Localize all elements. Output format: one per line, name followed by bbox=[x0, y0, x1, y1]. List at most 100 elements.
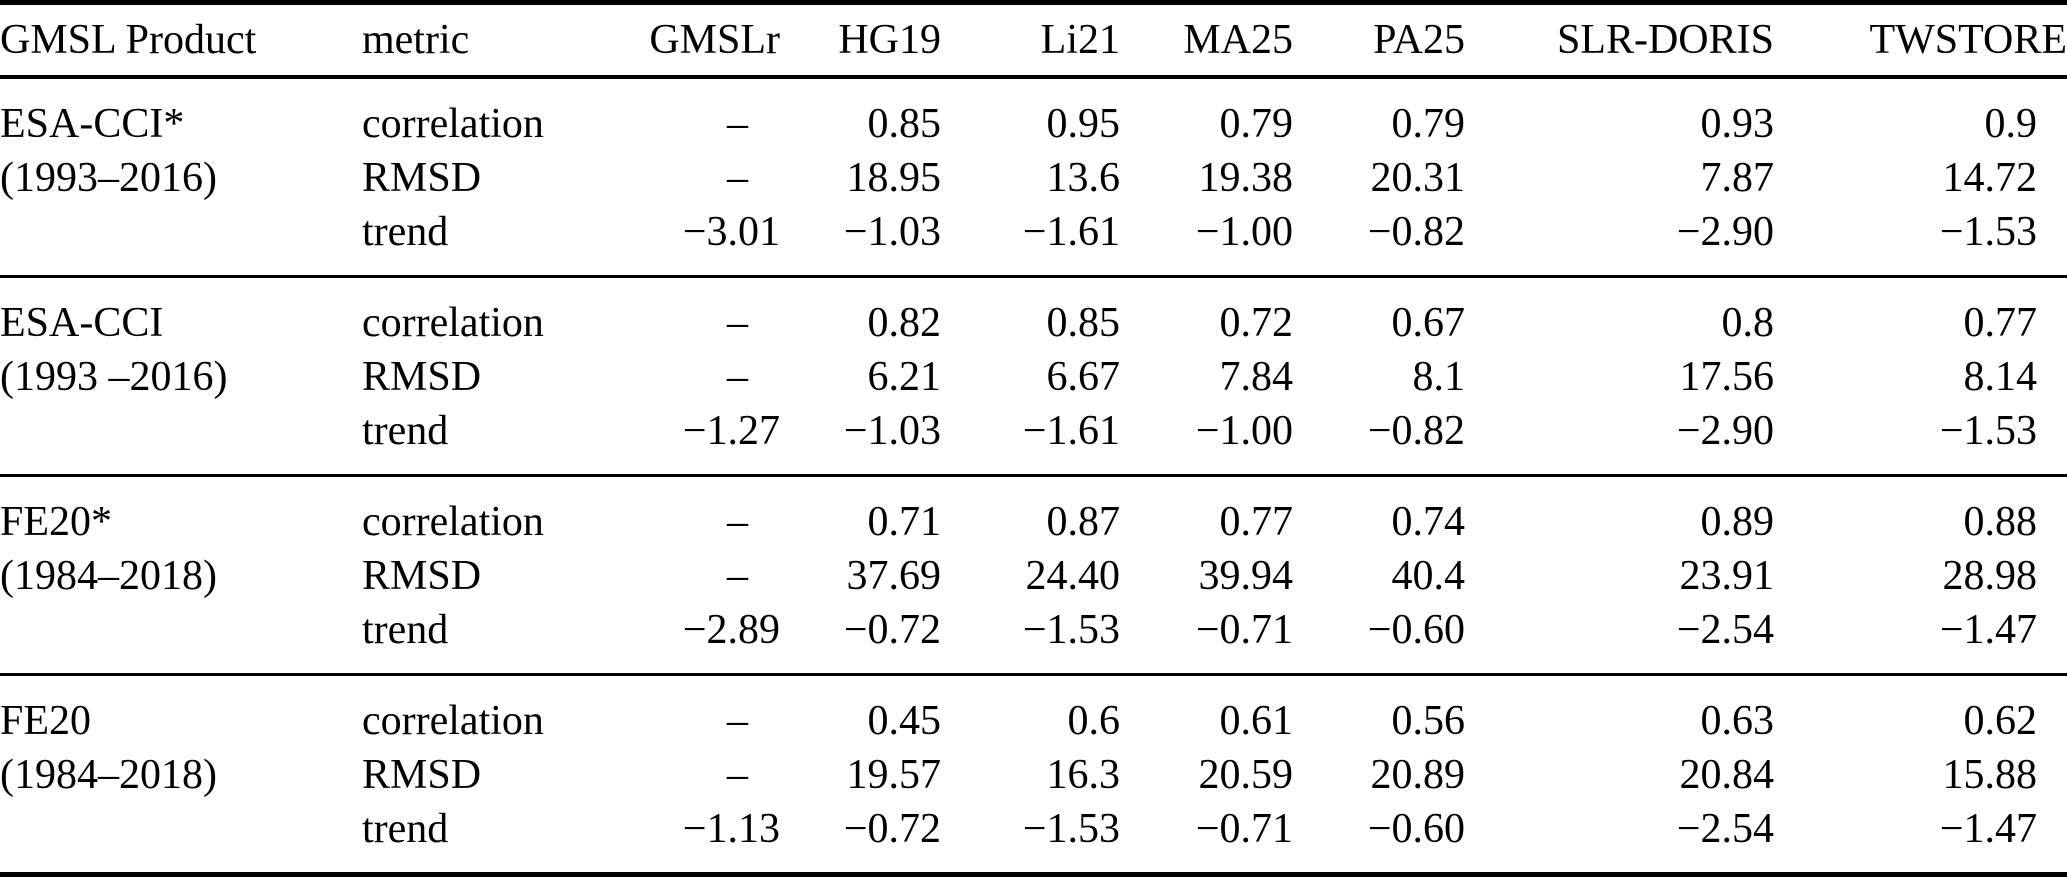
value-cell: −1.53 bbox=[1022, 806, 1120, 852]
header-row: GMSL Product metric GMSLr HG19 Li21 MA25… bbox=[0, 2, 2067, 79]
table-row: trend −3.01 −1.03 −1.61 −1.00 −0.82 −2.90 −1.53 bbox=[0, 205, 2067, 277]
col-header-slr-doris: SLR-DORIS bbox=[1465, 2, 1774, 79]
value-cell: 0.85 bbox=[867, 101, 942, 147]
table-row: (1984–2018) RMSD – 37.69 24.40 39.94 40.4 23.91… bbox=[0, 549, 2067, 603]
value-cell: −2.90 bbox=[1676, 209, 1774, 255]
col-header-twstore: TWSTORE bbox=[1774, 2, 2067, 79]
value-cell: −0.82 bbox=[1367, 209, 1465, 255]
col-header-ma25: MA25 bbox=[1120, 2, 1293, 79]
value-cell: 0.89 bbox=[1700, 499, 1775, 545]
value-cell: 20.84 bbox=[1679, 752, 1775, 798]
value-cell: 23.91 bbox=[1679, 553, 1775, 599]
metric-label: trend bbox=[362, 209, 449, 255]
value-cell: −2.54 bbox=[1676, 607, 1774, 653]
value-cell: 0.82 bbox=[867, 300, 942, 346]
product-period: (1984–2018) bbox=[0, 752, 217, 798]
value-cell: 0.62 bbox=[1963, 698, 2038, 744]
metric-label: RMSD bbox=[362, 752, 482, 798]
value-cell: – bbox=[727, 553, 748, 599]
value-cell: 0.77 bbox=[1963, 300, 2038, 346]
product-spacer bbox=[0, 205, 362, 277]
table-row: (1993 –2016) RMSD – 6.21 6.67 7.84 8.1 17.56 8.1… bbox=[0, 350, 2067, 404]
value-cell: 40.4 bbox=[1391, 553, 1466, 599]
col-header-hg19: HG19 bbox=[780, 2, 941, 79]
value-cell: −0.60 bbox=[1367, 607, 1465, 653]
product-group: FE20 correlation –0.45 0.6 0.61 0.56 0.63 0.62(… bbox=[0, 674, 2067, 875]
value-cell: −3.01 bbox=[682, 209, 780, 255]
value-cell: 0.63 bbox=[1700, 698, 1775, 744]
table-row: trend −1.13 −0.72 −1.53 −0.71 −0.60 −2.54 −1.47 bbox=[0, 802, 2067, 875]
value-cell: −1.03 bbox=[843, 209, 941, 255]
value-cell: 0.93 bbox=[1700, 101, 1775, 147]
table-row: trend −2.89 −0.72 −1.53 −0.71 −0.60 −2.54 −1.47 bbox=[0, 603, 2067, 675]
value-cell: −1.53 bbox=[1022, 607, 1120, 653]
col-header-metric: metric bbox=[362, 2, 585, 79]
value-cell: 24.40 bbox=[1025, 553, 1121, 599]
metric-label: correlation bbox=[362, 300, 544, 346]
value-cell: −1.61 bbox=[1022, 209, 1120, 255]
table-row: ESA-CCI correlation – 0.82 0.85 0.72 0.67 0.8 0.… bbox=[0, 277, 2067, 351]
value-cell: 20.59 bbox=[1198, 752, 1294, 798]
value-cell: −1.00 bbox=[1195, 209, 1293, 255]
product-period: (1984–2018) bbox=[0, 553, 217, 599]
value-cell: −1.47 bbox=[1939, 806, 2037, 852]
value-cell: −2.89 bbox=[682, 607, 780, 653]
product-group: ESA-CCI* correlation – 0.85 0.95 0.79 0.79 0.93… bbox=[0, 77, 2067, 277]
metric-label: correlation bbox=[362, 101, 544, 147]
product-spacer bbox=[0, 404, 362, 476]
metric-label: RMSD bbox=[362, 553, 482, 599]
value-cell: 0.72 bbox=[1219, 300, 1294, 346]
metric-label: correlation bbox=[362, 499, 544, 545]
product-group: FE20* correlation – 0.71 0.87 0.77 0.74 0.89 0.8… bbox=[0, 475, 2067, 675]
product-name: ESA-CCI bbox=[0, 300, 164, 346]
value-cell: 0.85 bbox=[1046, 300, 1121, 346]
value-cell: 18.95 bbox=[846, 155, 942, 201]
product-name: FE20 bbox=[0, 698, 92, 744]
value-cell: −1.61 bbox=[1022, 408, 1120, 454]
value-cell: 13.6 bbox=[1046, 155, 1121, 201]
value-cell: −1.03 bbox=[843, 408, 941, 454]
value-cell: 0.95 bbox=[1046, 101, 1121, 147]
product-period: (1993–2016) bbox=[0, 155, 217, 201]
value-cell: −1.47 bbox=[1939, 607, 2037, 653]
metric-label: trend bbox=[362, 408, 449, 454]
value-cell: −1.00 bbox=[1195, 408, 1293, 454]
product-period: (1993 –2016) bbox=[0, 354, 228, 400]
value-cell: 0.71 bbox=[867, 499, 942, 545]
metric-label: RMSD bbox=[362, 155, 482, 201]
product-spacer bbox=[0, 603, 362, 675]
table-row: trend −1.27 −1.03 −1.61 −1.00 −0.82 −2.90 −1.53 bbox=[0, 404, 2067, 476]
table-row: (1993–2016) RMSD – 18.95 13.6 19.38 20.31 7.87 1… bbox=[0, 151, 2067, 205]
value-cell: 19.38 bbox=[1198, 155, 1294, 201]
value-cell: 0.56 bbox=[1391, 698, 1466, 744]
value-cell: 6.21 bbox=[867, 354, 942, 400]
value-cell: −1.53 bbox=[1939, 209, 2037, 255]
value-cell: 8.14 bbox=[1963, 354, 2038, 400]
table-row: ESA-CCI* correlation – 0.85 0.95 0.79 0.79 0.93… bbox=[0, 77, 2067, 151]
value-cell: −0.82 bbox=[1367, 408, 1465, 454]
value-cell: 14.72 bbox=[1942, 155, 2038, 201]
value-cell: 0.9 bbox=[1984, 101, 2038, 147]
value-cell: 0.79 bbox=[1391, 101, 1466, 147]
table-row: (1984–2018) RMSD – 19.57 16.3 20.59 20.89 20.84… bbox=[0, 748, 2067, 802]
value-cell: 39.94 bbox=[1198, 553, 1294, 599]
value-cell: 0.88 bbox=[1963, 499, 2038, 545]
value-cell: 6.67 bbox=[1046, 354, 1121, 400]
value-cell: −2.54 bbox=[1676, 806, 1774, 852]
metric-label: correlation bbox=[362, 698, 544, 744]
value-cell: 7.87 bbox=[1700, 155, 1775, 201]
value-cell: −1.13 bbox=[682, 806, 780, 852]
value-cell: −0.71 bbox=[1195, 806, 1293, 852]
product-spacer bbox=[0, 802, 362, 875]
value-cell: 0.61 bbox=[1219, 698, 1294, 744]
value-cell: 20.89 bbox=[1370, 752, 1466, 798]
value-cell: – bbox=[727, 752, 748, 798]
value-cell: −0.72 bbox=[843, 607, 941, 653]
col-header-pa25: PA25 bbox=[1293, 2, 1465, 79]
value-cell: 7.84 bbox=[1219, 354, 1294, 400]
value-cell: 28.98 bbox=[1942, 553, 2038, 599]
value-cell: 0.67 bbox=[1391, 300, 1466, 346]
value-cell: – bbox=[727, 499, 748, 545]
value-cell: – bbox=[727, 300, 748, 346]
value-cell: −0.71 bbox=[1195, 607, 1293, 653]
